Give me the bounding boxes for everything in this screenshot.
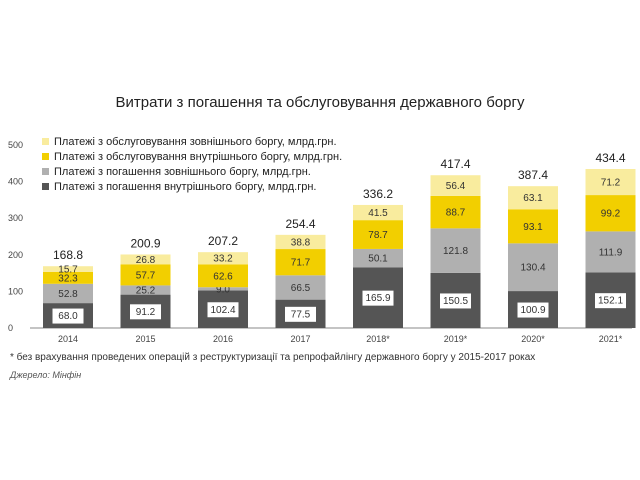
source-note: Джерело: Мінфін [10,370,82,380]
bar-segment [43,271,93,284]
data-label: 78.7 [368,230,388,241]
data-label: 25.2 [136,286,156,297]
x-tick-label: 2018* [366,334,390,344]
bar-segment [353,248,403,268]
data-label: 50.1 [368,254,388,265]
legend-swatch [42,153,49,160]
data-label-box [362,290,394,306]
y-tick-label: 0 [8,323,13,333]
data-label: 63.1 [523,193,543,204]
bar-segment [585,195,636,232]
data-label: 91.2 [136,307,156,318]
data-label: 71.7 [291,258,311,269]
data-label: 66.5 [291,283,311,294]
bar-segment [430,195,481,229]
bar-segment [353,204,403,221]
x-tick-label: 2016 [213,334,233,344]
bar-segment [585,231,636,273]
data-label: 26.8 [136,255,156,266]
total-label: 254.4 [285,217,315,231]
data-label: 121.8 [443,246,468,257]
bar-segment [120,254,171,265]
data-label: 93.1 [523,222,543,233]
total-label: 207.2 [208,234,238,248]
bar-segment [585,169,636,196]
data-label: 52.8 [58,289,78,300]
legend-label: Платежі з погашення внутрішнього боргу, … [54,181,317,193]
y-tick-label: 500 [8,140,23,150]
legend-swatch [42,138,49,145]
data-label-box [285,306,316,322]
data-label: 9.0 [216,284,230,295]
data-label: 57.7 [136,270,156,281]
legend-label: Платежі з обслуговування зовнішнього бор… [54,136,337,148]
data-label: 111.9 [599,247,623,258]
bar-segment [353,220,403,249]
legend-swatch [42,183,49,190]
total-label: 434.4 [595,151,625,165]
total-label: 200.9 [130,236,160,250]
bar-segment [508,243,558,292]
data-label: 15.7 [58,265,78,276]
data-label: 130.4 [520,263,545,274]
bar-segment [508,186,558,210]
bar-segment [43,266,93,272]
data-label: 100.9 [520,305,545,316]
bar-segment [275,275,326,300]
data-label-box [517,302,549,318]
data-label: 68.0 [58,311,78,322]
data-label: 56.4 [446,181,466,192]
data-label: 102.4 [210,305,235,316]
data-label: 38.8 [291,237,311,248]
data-label: 77.5 [291,309,311,320]
x-tick-label: 2014 [58,334,78,344]
y-tick-label: 100 [8,286,23,296]
bar-segment [198,264,248,288]
data-label: 165.9 [365,293,390,304]
legend-swatch [42,168,49,175]
total-label: 168.8 [53,248,83,262]
total-label: 417.4 [440,157,470,171]
data-label-box [595,293,626,309]
bar-segment [430,175,481,196]
legend-label: Платежі з погашення зовнішнього боргу, м… [54,166,311,178]
chart-title: Витрати з погашення та обслуговування де… [115,94,525,111]
data-label-box [440,293,471,309]
bar-segment [430,228,481,273]
data-label: 88.7 [446,208,466,219]
data-label-box [130,304,161,320]
y-tick-label: 400 [8,177,23,187]
bar-segment [198,252,248,265]
data-label: 62.6 [213,271,233,282]
bar-segment [120,264,171,286]
data-label: 150.5 [443,296,468,307]
y-tick-label: 300 [8,213,23,223]
bar-segment [43,283,93,304]
data-label: 32.3 [58,273,78,284]
bar-segment [120,285,171,295]
bar-segment [198,287,248,291]
data-label: 152.1 [598,296,623,307]
bar-segment [275,249,326,276]
x-tick-label: 2017 [290,334,310,344]
x-tick-label: 2019* [444,334,468,344]
total-label: 387.4 [518,168,548,182]
y-tick-label: 200 [8,250,23,260]
data-label: 41.5 [368,208,388,219]
data-label: 71.2 [601,178,621,189]
data-label: 99.2 [601,209,621,220]
x-tick-label: 2015 [135,334,155,344]
x-tick-label: 2021* [599,334,623,344]
data-label-box [52,308,84,324]
bar-segment [508,209,558,244]
data-label: 33.2 [213,254,233,265]
data-label-box [207,302,239,318]
bar-segment [275,234,326,250]
footnote: * без врахування проведених операцій з р… [10,352,536,363]
stacked-bar-chart: 0 100 200 300 400 500 68.0 52.8 32.315.7 168.8 201… [8,136,636,344]
x-tick-label: 2020* [521,334,545,344]
total-label: 336.2 [363,187,393,201]
legend-label: Платежі з обслуговування внутрішнього бо… [54,151,342,163]
